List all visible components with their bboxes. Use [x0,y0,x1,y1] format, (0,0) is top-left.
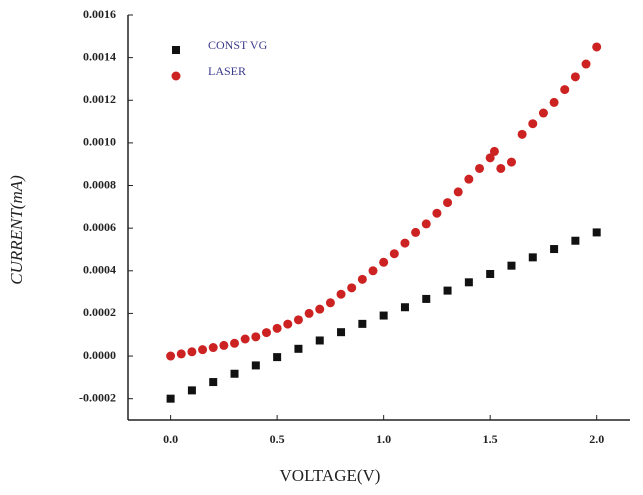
point [475,163,485,173]
point [337,328,346,337]
point [528,253,537,262]
point [219,340,229,350]
point [198,345,208,355]
point [400,303,409,312]
x-axis-title: VOLTAGE(V) [280,466,381,485]
point [570,72,580,82]
point [208,343,218,353]
point [538,108,548,118]
point [368,266,378,276]
y-tick-label: 0.0006 [83,220,116,234]
point [550,245,559,254]
point [187,347,197,357]
point [283,319,293,329]
point [517,129,527,139]
point [443,286,452,295]
point [358,319,367,328]
y-tick-label: 0.0014 [83,49,116,63]
x-tick-label: 1.5 [483,432,498,446]
point [240,334,250,344]
point [357,274,367,284]
x-tick-label: 1.0 [376,432,391,446]
point [315,336,324,345]
point [549,97,559,107]
point [571,236,580,245]
y-axis-title: CURRENT(mA) [7,175,26,285]
point [464,278,473,287]
point [432,208,442,218]
point [347,283,357,293]
point [443,198,453,208]
point [422,294,431,303]
point [176,349,186,359]
point [166,394,175,403]
legend-marker [172,46,180,54]
y-tick-label: 0.0004 [83,263,116,277]
y-tick-label: 0.0000 [83,348,116,362]
point [592,228,601,237]
point [496,163,506,173]
point [485,153,495,163]
x-tick-label: 0.0 [163,432,178,446]
point [293,315,303,325]
point [411,227,421,237]
point [528,119,538,129]
point [507,261,516,270]
point [506,157,516,167]
point [273,353,282,362]
y-tick-label: 0.0016 [83,7,116,21]
point [486,269,495,278]
x-tick-label: 0.5 [270,432,285,446]
legend-label: CONST VG [208,38,268,52]
point [272,323,282,333]
point [230,369,239,378]
point [230,338,240,348]
point [166,351,176,361]
point [400,238,410,248]
point [251,332,261,342]
point [325,298,335,308]
x-tick-label: 2.0 [589,432,604,446]
point [379,257,389,267]
point [464,174,474,184]
point [489,146,499,156]
point [187,386,196,395]
point [336,289,346,299]
point [560,85,570,95]
point [209,378,218,387]
y-tick-label: 0.0002 [83,305,116,319]
point [294,344,303,353]
y-tick-label: 0.0008 [83,177,116,191]
y-tick-label: 0.0012 [83,92,116,106]
point [379,311,388,320]
point [315,304,325,314]
point [389,249,399,259]
y-tick-label: 0.0010 [83,135,116,149]
point [453,187,463,197]
point [261,328,271,338]
point [581,59,591,69]
point [592,42,602,52]
y-tick-label: -0.0002 [79,390,116,404]
point [304,308,314,318]
legend-marker [171,71,181,81]
point [421,219,431,229]
legend-label: LASER [208,64,246,78]
point [251,361,260,370]
